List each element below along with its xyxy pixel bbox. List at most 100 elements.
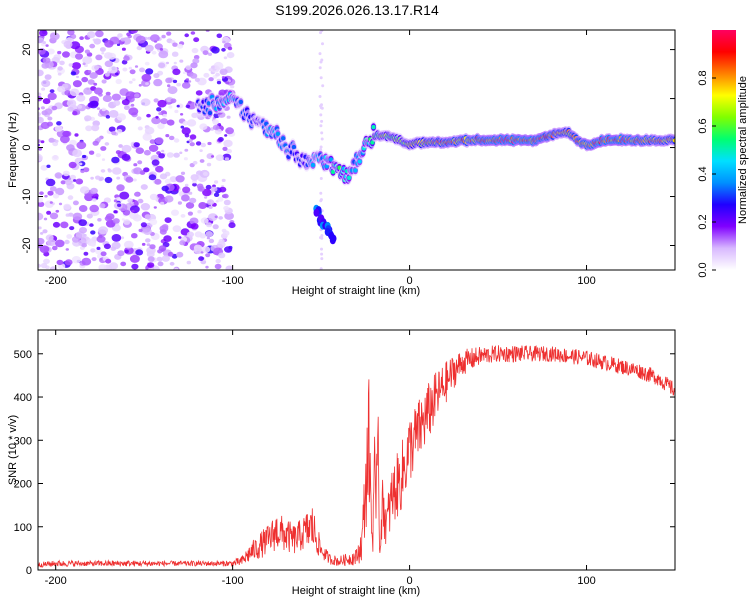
- spectral-blob: [94, 65, 100, 70]
- ridge-core: [310, 162, 316, 168]
- spectral-blob: [195, 141, 202, 146]
- spectral-blob: [198, 202, 207, 209]
- spectrogram-image: [38, 30, 675, 270]
- spectral-blob: [155, 115, 159, 119]
- spectral-blob: [169, 261, 175, 266]
- y-tick-label: -10: [21, 189, 33, 205]
- x-tick-label: 100: [577, 275, 595, 287]
- spectral-blob: [55, 187, 65, 196]
- spectral-blob: [84, 49, 90, 54]
- snr-ylabel: SNR (10 * v/v): [7, 415, 19, 485]
- spectral-blob: [319, 60, 323, 64]
- spectral-blob: [54, 125, 63, 132]
- spectral-blob: [135, 147, 144, 154]
- spectral-blob: [111, 234, 122, 242]
- spectral-blob: [162, 113, 167, 118]
- spectral-blob: [140, 98, 151, 107]
- spectral-blob: [133, 178, 137, 182]
- spectral-blob: [151, 116, 161, 125]
- spectral-blob: [184, 133, 190, 138]
- spectral-blob: [93, 87, 103, 95]
- spectral-blob: [190, 31, 196, 35]
- spectral-blob: [72, 212, 83, 221]
- spectral-blob: [64, 90, 72, 96]
- spectral-blob: [158, 112, 163, 116]
- spectral-blob: [217, 197, 224, 202]
- colorbar: 0.0 0.2 0.4 0.6 0.8 Normalized spectral ampl…: [697, 30, 749, 278]
- spectral-blob: [145, 238, 151, 243]
- spectral-blob: [103, 243, 111, 250]
- spectral-blob: [189, 134, 197, 140]
- spectral-blob: [83, 87, 93, 95]
- spectral-blob: [228, 222, 236, 229]
- colorbar-label: Normalized spectral amplitude: [737, 76, 749, 224]
- spectral-blob: [62, 130, 71, 137]
- spectral-blob: [140, 203, 151, 211]
- spectral-blob: [194, 77, 200, 82]
- ridge-core: [281, 136, 286, 141]
- spectral-blob: [225, 127, 235, 135]
- spectral-blob: [319, 76, 323, 80]
- spectral-blob: [188, 138, 193, 143]
- spectral-blob: [218, 252, 226, 259]
- spectral-blob: [130, 103, 135, 107]
- spectral-blob: [121, 59, 128, 65]
- snr-panel: -200 -100 0 100 0 100 200 300 400 500 Height of s…: [7, 329, 676, 597]
- spectral-blob: [66, 99, 77, 107]
- spectral-blob: [166, 31, 172, 36]
- spectral-blob: [197, 185, 205, 192]
- spectral-blob: [144, 214, 151, 220]
- spectral-blob: [218, 137, 224, 142]
- spectral-blob: [65, 179, 72, 186]
- spectral-blob: [320, 119, 324, 123]
- spectral-blob: [161, 34, 166, 39]
- spectral-blob: [218, 216, 223, 220]
- spectral-blob: [168, 135, 175, 141]
- spectral-blob: [320, 247, 323, 251]
- spectral-blob: [195, 90, 203, 96]
- spectral-blob: [40, 164, 48, 171]
- spectral-blob: [222, 40, 226, 44]
- spectral-blob: [214, 263, 222, 270]
- spectral-blob: [136, 116, 142, 121]
- spectral-blob: [145, 44, 154, 52]
- spectral-blob: [207, 141, 212, 146]
- spectral-blob: [321, 42, 324, 46]
- spectral-blob: [101, 107, 107, 112]
- spectral-blob: [79, 227, 87, 234]
- spectral-blob: [198, 256, 205, 261]
- spectral-blob: [125, 176, 134, 183]
- spectral-blob: [40, 232, 44, 235]
- spectral-blob: [188, 100, 192, 104]
- spectral-blob: [137, 126, 143, 131]
- spectral-blob: [136, 45, 142, 51]
- spectral-blob: [81, 76, 89, 83]
- spectral-blob: [167, 84, 171, 88]
- spectral-blob: [104, 52, 113, 59]
- spectral-blob: [90, 242, 96, 247]
- spectral-blob: [55, 239, 65, 248]
- spectral-blob: [185, 78, 190, 81]
- spectral-blob: [78, 205, 88, 212]
- spectral-blob: [58, 202, 63, 206]
- ridge-core: [207, 110, 213, 116]
- spectral-blob: [126, 32, 131, 37]
- spectral-blob: [93, 82, 98, 86]
- spectral-blob: [39, 30, 48, 37]
- spectral-blob: [226, 149, 232, 154]
- spectral-blob: [105, 91, 111, 96]
- x-tick-label: 100: [577, 575, 595, 587]
- spectral-blob: [146, 250, 155, 258]
- spectral-blob: [208, 238, 215, 244]
- spectral-blob: [56, 259, 64, 266]
- spectral-blob: [157, 123, 165, 130]
- spectral-blob: [225, 265, 234, 270]
- spectral-blob: [135, 249, 144, 256]
- spectral-blob: [148, 144, 159, 152]
- spectral-blob: [171, 51, 179, 57]
- spectral-blob: [121, 218, 125, 221]
- spectral-blob: [160, 201, 165, 206]
- spectral-blob: [216, 80, 222, 85]
- spectral-blob: [47, 116, 53, 121]
- spectral-blob: [221, 76, 225, 79]
